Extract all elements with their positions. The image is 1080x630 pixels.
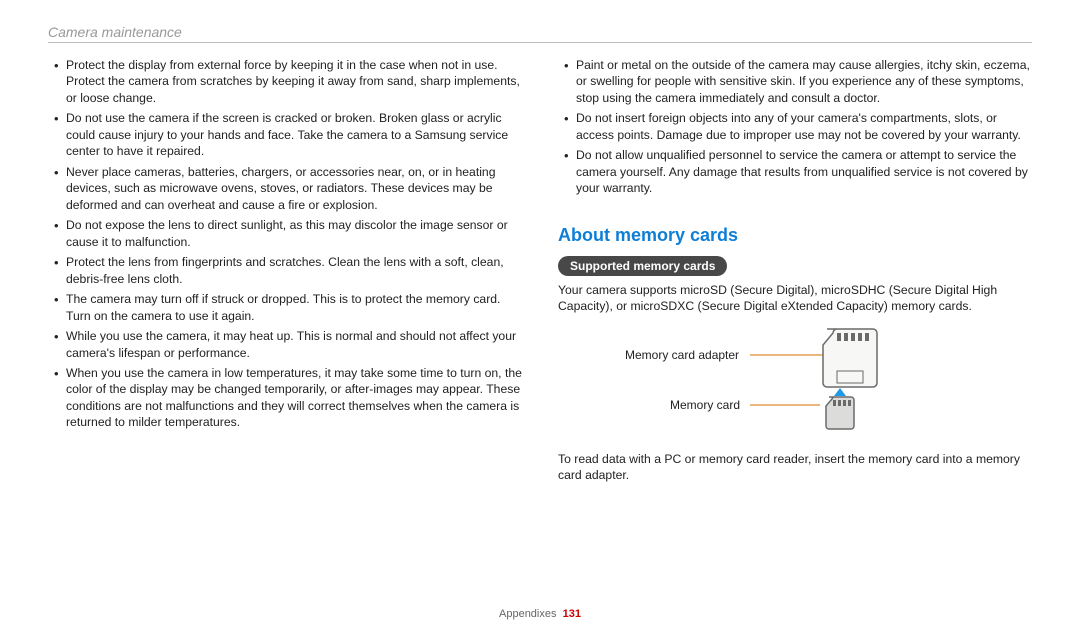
memory-card-diagram: Memory card adapter Memory card bbox=[615, 323, 975, 443]
pill-supported-memory-cards: Supported memory cards bbox=[558, 256, 727, 276]
closing-text: To read data with a PC or memory card re… bbox=[558, 451, 1032, 484]
list-item: Protect the display from external force … bbox=[48, 57, 522, 106]
supported-text: Your camera supports microSD (Secure Dig… bbox=[558, 282, 1032, 315]
section-heading-memory-cards: About memory cards bbox=[558, 225, 1032, 246]
memory-card-diagram-wrap: Memory card adapter Memory card bbox=[558, 323, 1032, 443]
left-bullet-list: Protect the display from external force … bbox=[48, 57, 522, 431]
up-arrow-icon bbox=[834, 388, 846, 396]
list-item: While you use the camera, it may heat up… bbox=[48, 328, 522, 361]
card-label: Memory card bbox=[670, 398, 740, 412]
manual-page: Camera maintenance Protect the display f… bbox=[0, 0, 1080, 630]
list-item: Protect the lens from fingerprints and s… bbox=[48, 254, 522, 287]
list-item: Do not allow unqualified personnel to se… bbox=[558, 147, 1032, 196]
list-item: Paint or metal on the outside of the cam… bbox=[558, 57, 1032, 106]
left-column: Protect the display from external force … bbox=[48, 57, 522, 488]
list-item: Do not expose the lens to direct sunligh… bbox=[48, 217, 522, 250]
right-bullet-list: Paint or metal on the outside of the cam… bbox=[558, 57, 1032, 197]
right-column: Paint or metal on the outside of the cam… bbox=[558, 57, 1032, 488]
footer-page-number: 131 bbox=[563, 608, 581, 620]
list-item: Do not use the camera if the screen is c… bbox=[48, 110, 522, 159]
adapter-label: Memory card adapter bbox=[625, 348, 739, 362]
page-header-title: Camera maintenance bbox=[48, 24, 1032, 40]
list-item: The camera may turn off if struck or dro… bbox=[48, 291, 522, 324]
page-footer: Appendixes 131 bbox=[0, 608, 1080, 620]
list-item: When you use the camera in low temperatu… bbox=[48, 365, 522, 431]
microsd-card-icon bbox=[826, 397, 854, 429]
list-item: Do not insert foreign objects into any o… bbox=[558, 110, 1032, 143]
list-item: Never place cameras, batteries, chargers… bbox=[48, 164, 522, 213]
footer-section-label: Appendixes bbox=[499, 608, 557, 620]
sd-adapter-icon bbox=[823, 329, 877, 387]
header-rule bbox=[48, 42, 1032, 43]
two-column-layout: Protect the display from external force … bbox=[48, 57, 1032, 488]
